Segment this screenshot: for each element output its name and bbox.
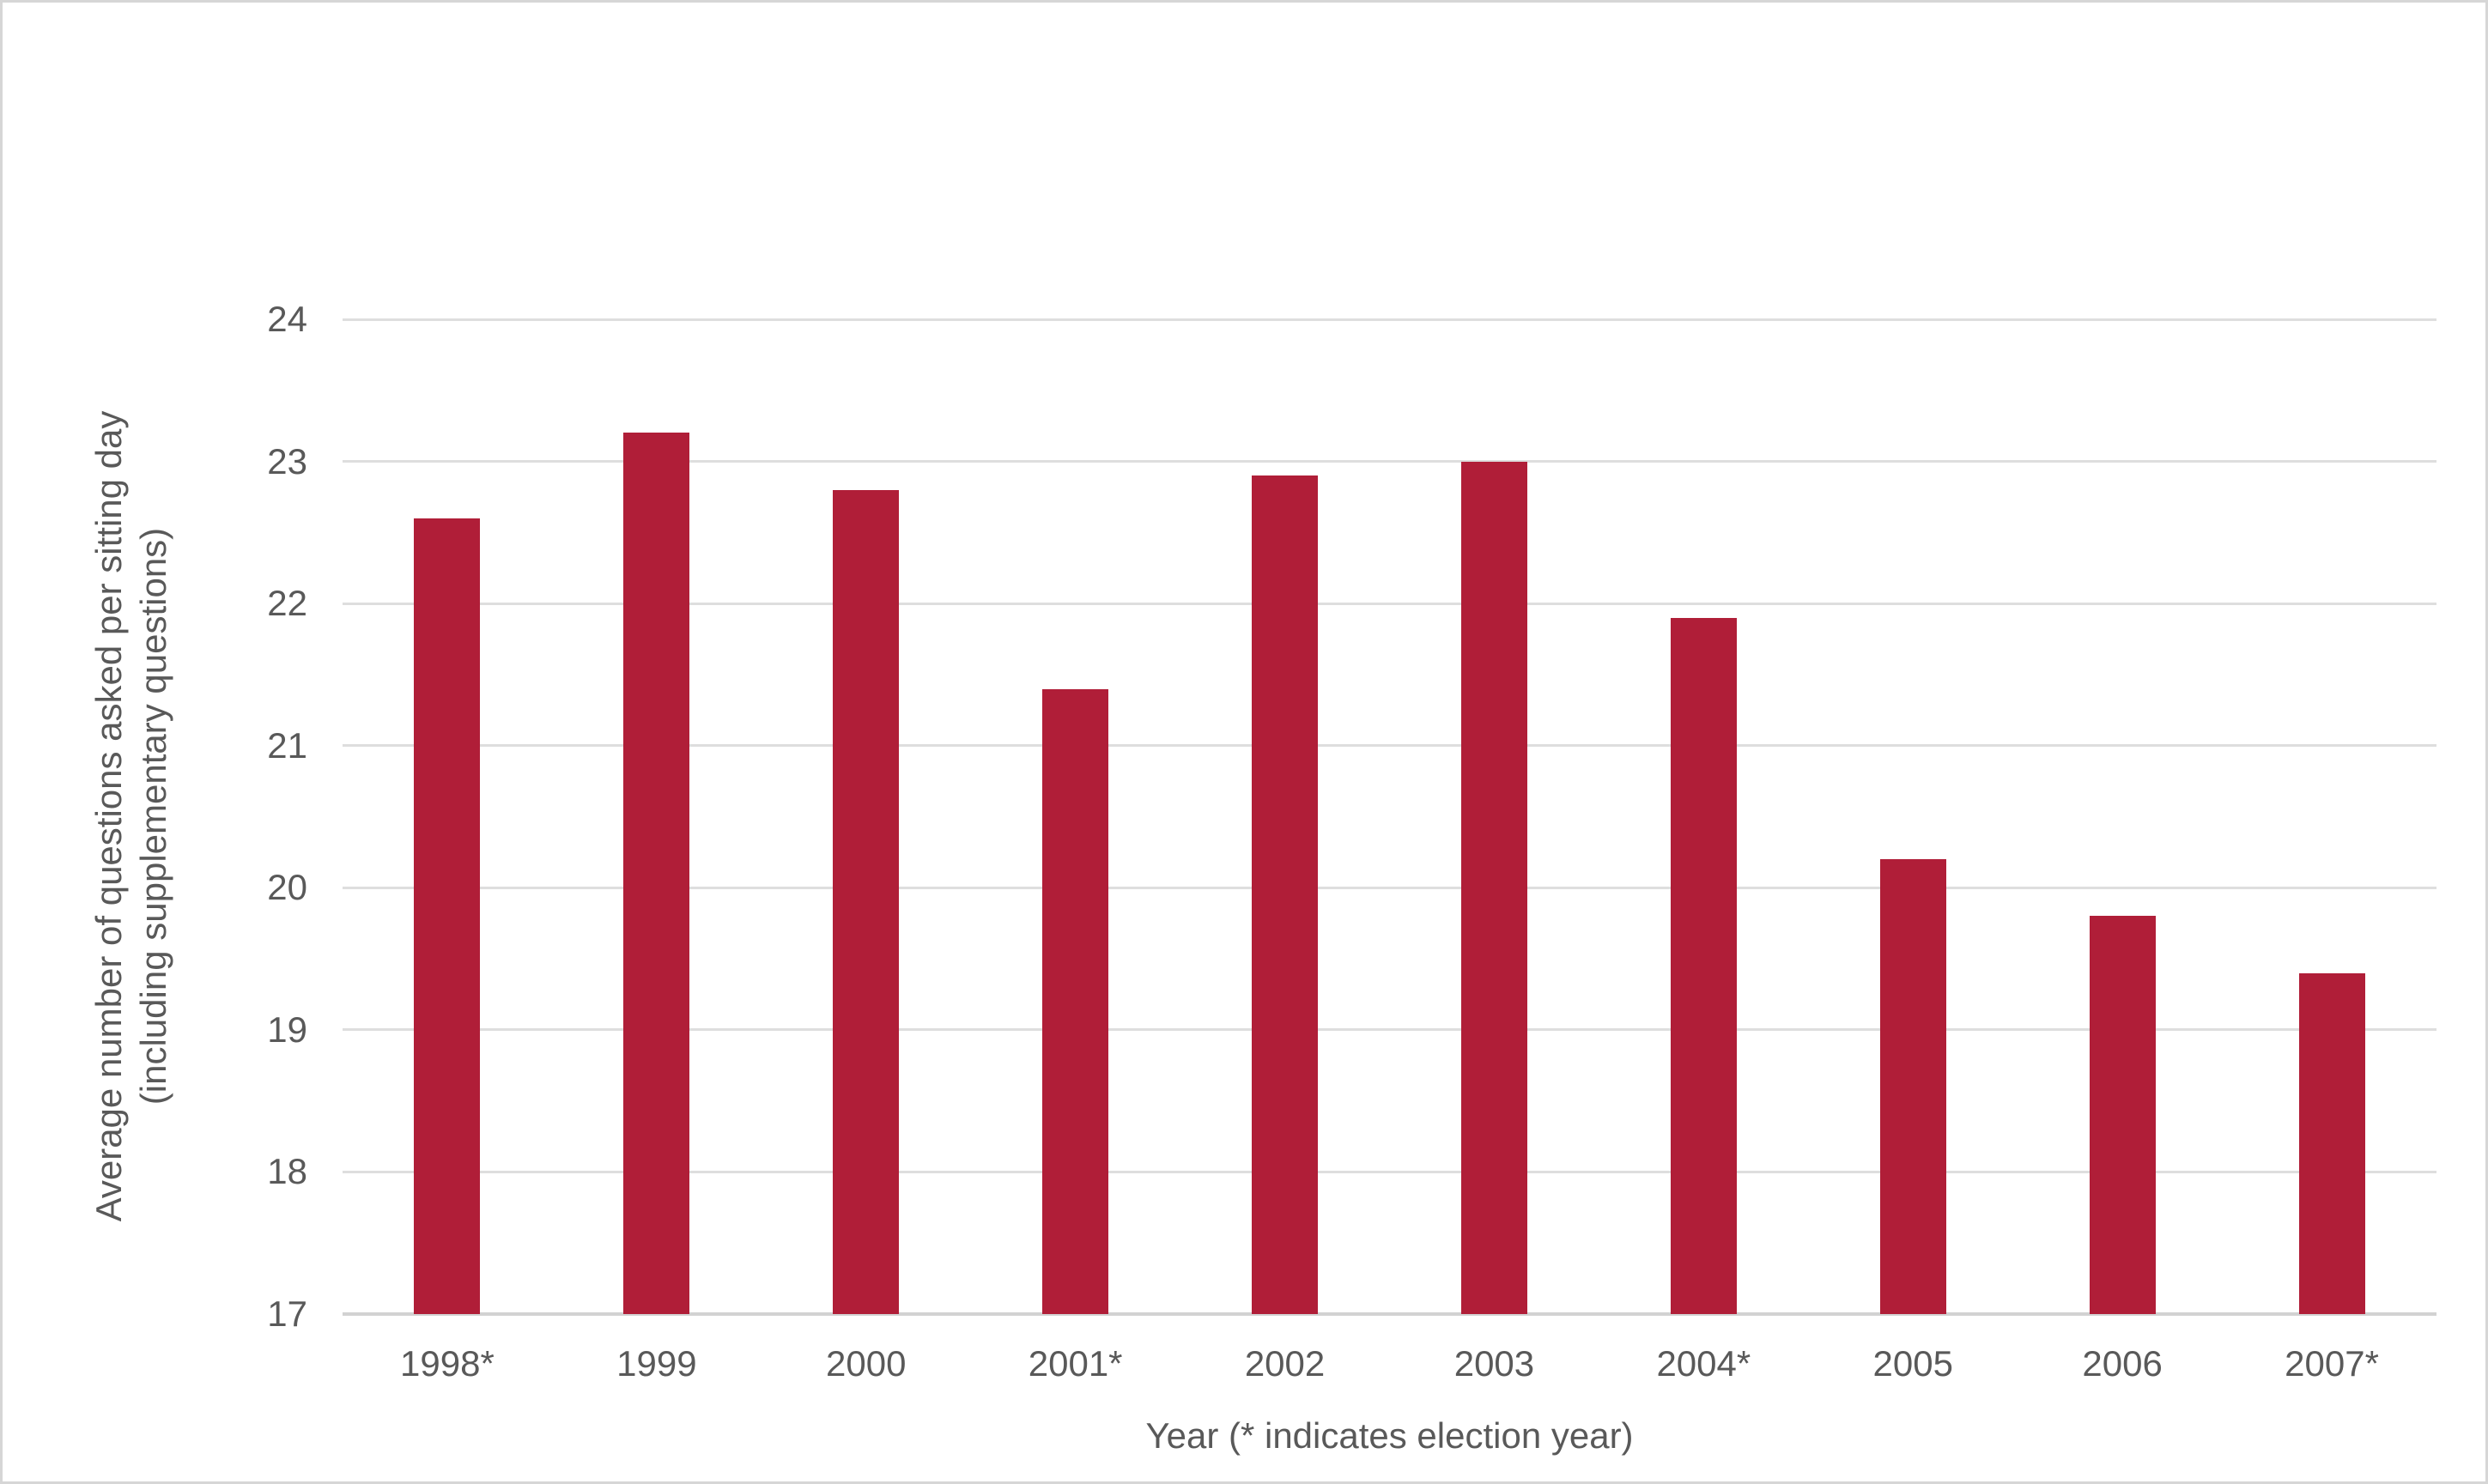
bar-2004 [1670,617,1737,1314]
bar-2003 [1460,461,1527,1314]
y-tick-label: 24 [267,299,307,339]
x-category-label: 2002 [1244,1343,1326,1384]
bar-1999 [623,433,690,1314]
x-category-label: 2005 [1872,1343,1953,1384]
gridline [343,1170,2436,1173]
x-category-label: 2007* [2285,1343,2379,1384]
x-category-label: 1999 [616,1343,697,1384]
bar-2000 [833,489,900,1314]
y-tick-label: 19 [267,1009,307,1050]
x-category-label: 2003 [1453,1343,1535,1384]
y-tick-label: 17 [267,1293,307,1334]
bar-2006 [2089,916,2156,1314]
x-category-label: 2000 [826,1343,907,1384]
bar-2007 [2298,972,2365,1314]
gridline [343,744,2436,748]
gridline [343,886,2436,889]
y-tick-label: 21 [267,724,307,766]
y-axis-title-line2: (including supplementary questions) [133,527,173,1105]
gridline [343,460,2436,463]
x-category-label: 1998* [400,1343,495,1384]
y-axis-title: Average number of questions asked per si… [87,411,176,1222]
y-axis-title-line1: Average number of questions asked per si… [88,410,129,1222]
bar-2002 [1252,475,1319,1314]
gridline [343,602,2436,605]
y-tick-label: 18 [267,1151,307,1192]
bar-2005 [1879,859,1946,1314]
gridline [343,318,2436,321]
x-category-label: 2004* [1656,1343,1751,1384]
x-category-label: 2006 [2082,1343,2163,1384]
plot-area [343,318,2436,1316]
y-tick-label: 23 [267,440,307,482]
y-tick-label: 20 [267,867,307,908]
bar-1998 [414,518,481,1314]
gridline [343,1028,2436,1032]
x-axis-line [343,1312,2436,1316]
x-category-label: 2001* [1028,1343,1123,1384]
bar-2001 [1042,688,1109,1314]
y-tick-label: 22 [267,583,307,624]
x-axis-title: Year (* indicates election year) [1145,1415,1634,1456]
